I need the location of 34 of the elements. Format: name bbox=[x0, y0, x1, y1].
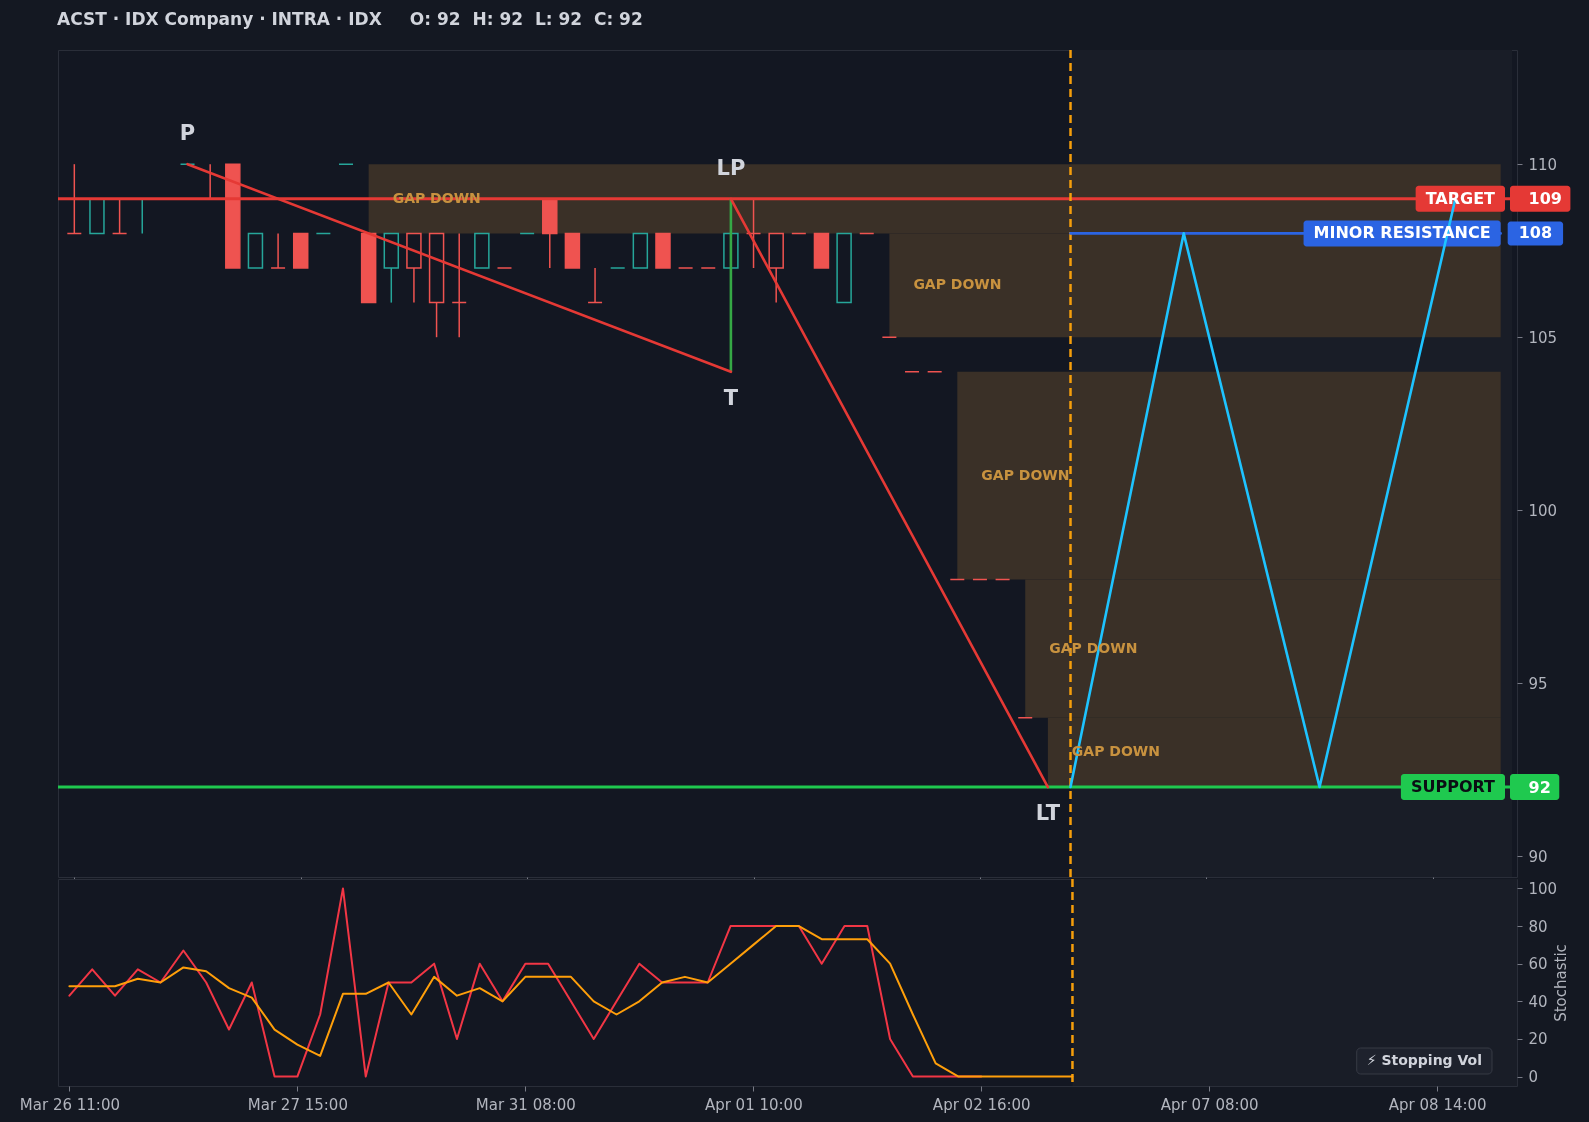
x-tick-label: Mar 31 08:00 bbox=[475, 1095, 576, 1114]
x-tick-label: Mar 26 11:00 bbox=[19, 1095, 120, 1114]
y-tick-label: 60 bbox=[1528, 955, 1548, 974]
y-axis-title: Stochastic bbox=[1552, 944, 1571, 1022]
annotation: ⚡ Stopping Vol bbox=[1366, 1052, 1482, 1068]
x-tick-label: Apr 07 08:00 bbox=[1160, 1095, 1259, 1114]
y-tick-label: 0 bbox=[1528, 1068, 1539, 1087]
y-tick-label: 40 bbox=[1528, 992, 1548, 1011]
chart-subtitle: O: 92 H: 92 L: 92 C: 92 bbox=[409, 9, 643, 29]
y-tick-label: 92 bbox=[1528, 777, 1551, 797]
legend-label: MINOR RESISTANCE bbox=[1313, 223, 1491, 243]
y-tick-label: 95 bbox=[1528, 674, 1548, 693]
x-tick-label: Apr 02 16:00 bbox=[932, 1095, 1031, 1114]
x-tick-label: Apr 08 14:00 bbox=[1388, 1095, 1487, 1114]
ref-line-label: SUPPORT bbox=[1410, 777, 1496, 797]
y-tick-label: 105 bbox=[1528, 328, 1558, 347]
y-tick-label: 110 bbox=[1528, 155, 1558, 174]
y-tick-label: 109 bbox=[1528, 189, 1562, 209]
x-tick-label: Apr 01 10:00 bbox=[704, 1095, 803, 1114]
y-tick-label: 100 bbox=[1528, 879, 1558, 898]
chart-title: ACST · IDX Company · INTRA · IDX bbox=[57, 9, 382, 29]
data-label: 108 bbox=[1518, 223, 1553, 243]
ref-line-label: TARGET bbox=[1425, 188, 1496, 208]
y-tick-label: 100 bbox=[1528, 501, 1558, 520]
y-tick-label: 20 bbox=[1528, 1030, 1548, 1049]
band-label: GAP DOWN bbox=[981, 466, 1070, 483]
y-tick-label: 90 bbox=[1528, 847, 1548, 866]
annotation: LP bbox=[716, 155, 746, 180]
annotation: LT bbox=[1035, 801, 1061, 826]
band-label: GAP DOWN bbox=[913, 276, 1002, 293]
y-tick-label: 80 bbox=[1528, 917, 1548, 936]
annotation: P bbox=[179, 121, 196, 146]
x-tick-label: Mar 27 15:00 bbox=[247, 1095, 348, 1114]
annotation: T bbox=[723, 385, 739, 410]
